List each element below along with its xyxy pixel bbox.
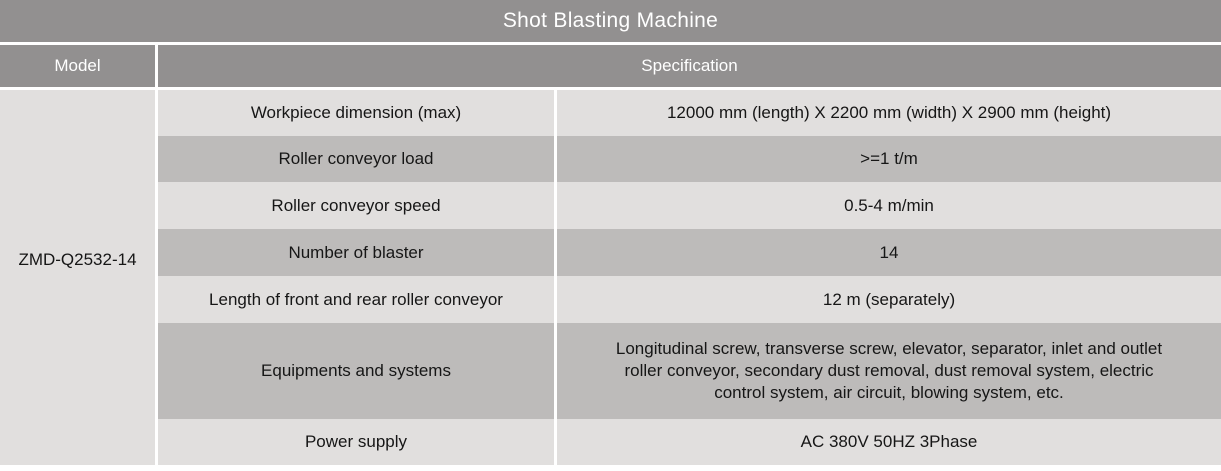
spec-label-cell: Equipments and systems <box>158 323 554 419</box>
spec-value-cell: 12 m (separately) <box>557 276 1221 323</box>
spec-value-cell: AC 380V 50HZ 3Phase <box>557 419 1221 465</box>
spec-label-cell: Workpiece dimension (max) <box>158 90 554 136</box>
spec-value-cell: Longitudinal screw, transverse screw, el… <box>557 323 1221 419</box>
spec-value-cell: 14 <box>557 229 1221 276</box>
table-row: Length of front and rear roller conveyor… <box>158 276 1221 323</box>
model-cell: ZMD-Q2532-14 <box>0 90 155 465</box>
spec-value-cell: 12000 mm (length) X 2200 mm (width) X 29… <box>557 90 1221 136</box>
table-title: Shot Blasting Machine <box>0 0 1221 45</box>
table-body: ZMD-Q2532-14 Workpiece dimension (max) 1… <box>0 90 1221 465</box>
table-row: Equipments and systems Longitudinal scre… <box>158 323 1221 419</box>
spec-label-cell: Length of front and rear roller conveyor <box>158 276 554 323</box>
header-cell-specification: Specification <box>158 45 1221 87</box>
spec-value-cell: >=1 t/m <box>557 136 1221 182</box>
table-row: Power supply AC 380V 50HZ 3Phase <box>158 419 1221 465</box>
spec-label-cell: Roller conveyor load <box>158 136 554 182</box>
table-row: Roller conveyor speed 0.5-4 m/min <box>158 182 1221 229</box>
spec-label-cell: Power supply <box>158 419 554 465</box>
table-header-row: Model Specification <box>0 45 1221 90</box>
table-row: Workpiece dimension (max) 12000 mm (leng… <box>158 90 1221 136</box>
spec-value-cell: 0.5-4 m/min <box>557 182 1221 229</box>
spec-label-cell: Number of blaster <box>158 229 554 276</box>
spec-label-cell: Roller conveyor speed <box>158 182 554 229</box>
spec-rows: Workpiece dimension (max) 12000 mm (leng… <box>158 90 1221 465</box>
header-cell-model: Model <box>0 45 155 87</box>
table-row: Number of blaster 14 <box>158 229 1221 276</box>
table-row: Roller conveyor load >=1 t/m <box>158 136 1221 182</box>
